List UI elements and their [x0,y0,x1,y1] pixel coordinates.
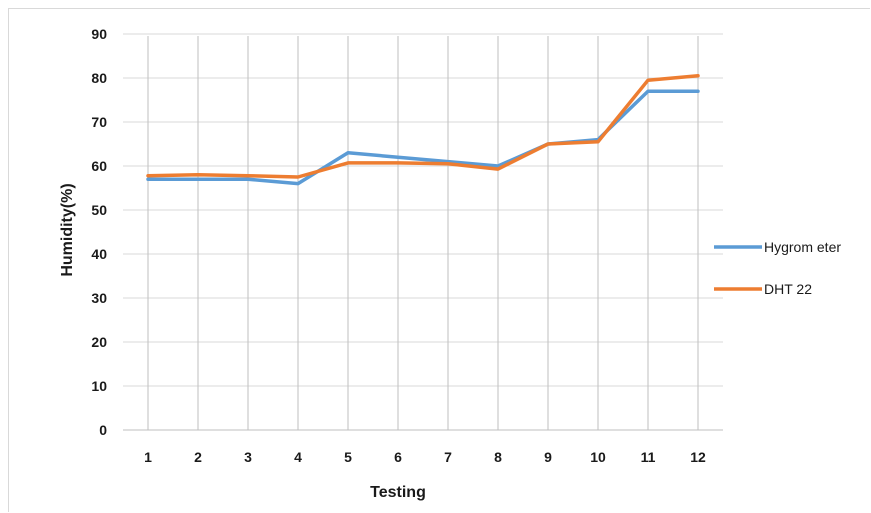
series-line-hygrometer [146,89,700,186]
x-tick-label: 6 [394,449,402,465]
x-tick-label: 8 [494,449,502,465]
x-tick-label: 11 [641,449,656,465]
x-tick-label: 7 [444,449,452,465]
y-tick-label: 0 [99,422,107,438]
legend-label: Hygrom eter [764,239,841,255]
x-tick-label: 5 [344,449,352,465]
y-tick-label: 60 [91,158,107,174]
y-tick-label: 50 [91,202,107,218]
x-tick-label: 4 [294,449,302,465]
x-axis-title: Testing [370,484,426,501]
y-tick-label: 70 [91,114,107,130]
x-tick-label: 9 [544,449,552,465]
y-axis-title: Humidity(%) [59,183,76,276]
x-tick-label: 12 [690,449,706,465]
x-tick-label: 2 [194,449,202,465]
y-tick-label: 20 [91,334,107,350]
y-tick-label: 80 [91,70,107,86]
legend: Hygrom eter DHT 22 [714,239,841,297]
y-tick-label: 10 [91,378,107,394]
x-tick-label: 1 [144,449,152,465]
gridlines [123,33,723,430]
series-lines [146,74,700,186]
series-line-dht22 [146,74,700,179]
y-tick-label: 30 [91,290,107,306]
y-tick-label: 40 [91,246,107,262]
y-tick-label: 90 [91,26,107,42]
x-tick-label: 3 [244,449,252,465]
chart-frame [8,8,870,512]
x-tick-label: 10 [590,449,606,465]
legend-label: DHT 22 [764,281,812,297]
